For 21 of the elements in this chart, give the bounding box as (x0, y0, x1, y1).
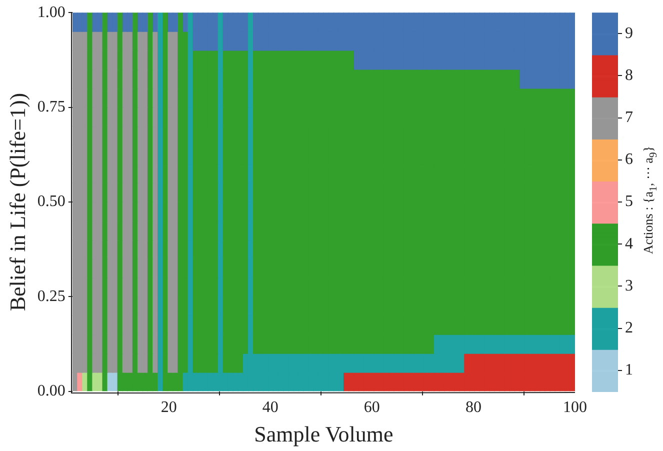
y-axis-title: Belief in Life (P(life=1)) (4, 92, 30, 312)
x-tick-label: 80 (465, 399, 482, 416)
color-bar-label: 7 (625, 109, 633, 126)
color-bar-label: 3 (625, 277, 633, 294)
y-tick-label: 0.75 (37, 98, 66, 116)
color-bar-label: 5 (625, 193, 633, 210)
x-tick-label: 40 (262, 399, 278, 416)
x-tick-label: 100 (563, 399, 587, 416)
y-tick-label: 1.00 (37, 4, 66, 21)
color-bar-label: 6 (625, 151, 633, 168)
color-bar-label: 2 (625, 319, 633, 336)
y-tick-label: 0.00 (37, 382, 66, 400)
x-tick-label: 60 (364, 399, 380, 416)
color-bar-label: 9 (625, 24, 633, 42)
color-bar-label: 1 (625, 362, 633, 379)
y-tick-label: 0.25 (37, 288, 66, 305)
color-bar-label: 8 (625, 66, 633, 84)
y-tick-label: 0.50 (37, 193, 66, 210)
x-tick-label: 20 (160, 399, 177, 416)
x-axis-title: Sample Volume (254, 422, 394, 447)
color-bar-label: 4 (625, 235, 633, 252)
